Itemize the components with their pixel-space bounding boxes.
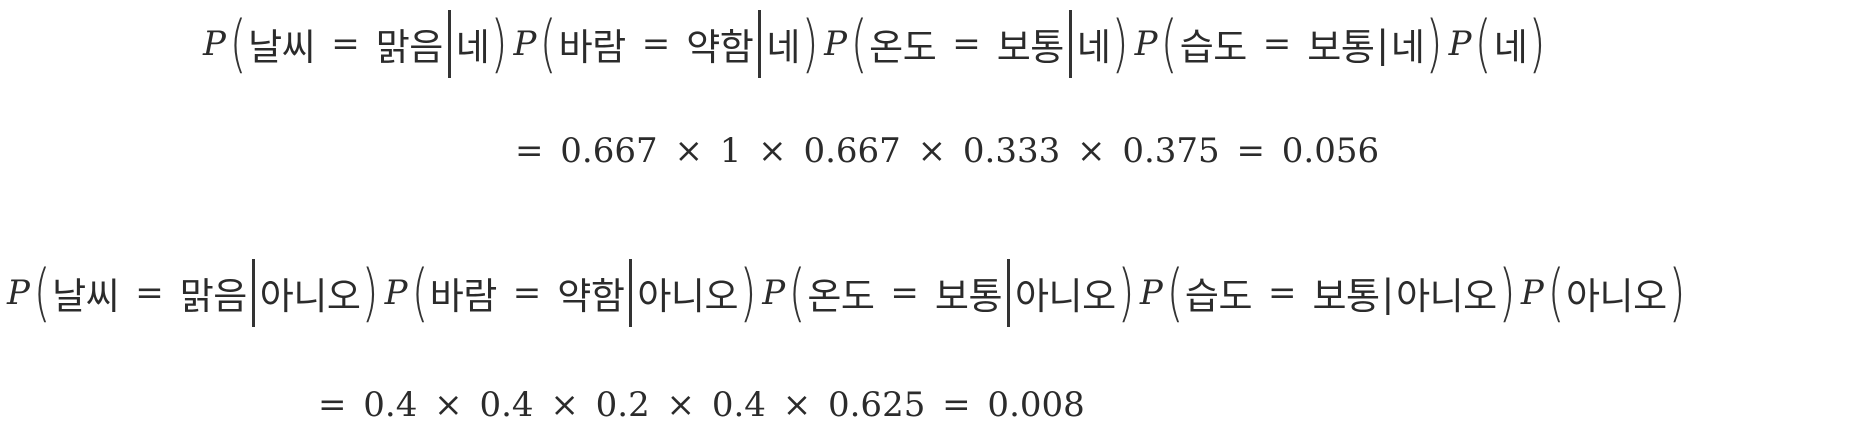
term-weather-no: P ( 날씨 = 맑음 아니오 ) xyxy=(7,259,381,327)
open-paren: ( xyxy=(788,256,806,329)
prob-symbol: P xyxy=(203,24,226,64)
close-paren: ) xyxy=(490,7,508,80)
var-name: 온도 xyxy=(869,26,937,69)
given-bar xyxy=(1007,259,1010,327)
var-name: 바람 xyxy=(558,26,627,69)
equals-sign: = xyxy=(331,24,360,64)
condition: 아니오 xyxy=(259,275,361,318)
condition: 네 xyxy=(1076,26,1111,69)
term-humidity-no: P ( 습도 = 보통 | 아니오 ) xyxy=(1140,262,1517,324)
var-value: 약함 xyxy=(686,26,754,69)
prob-symbol: P xyxy=(513,24,537,64)
var-name: 온도 xyxy=(807,275,875,318)
condition: 아니오 xyxy=(637,275,739,318)
var-name: 바람 xyxy=(429,275,498,318)
open-paren: ( xyxy=(33,256,51,329)
calculation-yes: = 0.667 × 1 × 0.667 × 0.333 × 0.375 = 0.… xyxy=(515,131,1380,171)
prob-symbol: P xyxy=(7,273,30,313)
given-bar xyxy=(251,259,255,327)
close-paren: ) xyxy=(739,256,757,329)
close-paren: ) xyxy=(362,256,379,329)
close-paren: ) xyxy=(1498,256,1516,329)
term-temp-yes: P ( 온도 = 보통 네 ) xyxy=(824,10,1131,78)
prior-value: 아니오 xyxy=(1566,275,1667,318)
prob-symbol: P xyxy=(1134,24,1158,64)
var-value: 맑음 xyxy=(179,275,248,318)
close-paren: ) xyxy=(1426,7,1443,80)
given-bar: | xyxy=(1381,271,1395,315)
given-bar xyxy=(629,259,633,327)
calculation-no: = 0.4 × 0.4 × 0.2 × 0.4 × 0.625 = 0.008 xyxy=(318,385,1085,425)
equals-sign: = xyxy=(135,273,164,313)
given-bar xyxy=(1068,10,1072,78)
formula-line-no: P ( 날씨 = 맑음 아니오 ) P ( 바람 = 약함 아니오 ) P ( … xyxy=(7,255,1691,331)
condition: 네 xyxy=(766,26,800,69)
open-paren: ( xyxy=(1166,256,1184,329)
formula-line-yes: P ( 날씨 = 맑음 네 ) P ( 바람 = 약함 네 ) P ( 온도 =… xyxy=(203,6,1551,82)
var-name: 날씨 xyxy=(248,26,316,69)
close-paren: ) xyxy=(1668,256,1686,329)
equals-sign: = xyxy=(1268,273,1297,313)
condition: 아니오 xyxy=(1015,275,1116,318)
term-prior-no: P ( 아니오 ) xyxy=(1521,262,1687,324)
given-bar: | xyxy=(1376,22,1389,66)
term-humidity-yes: P ( 습도 = 보통 | 네 ) xyxy=(1135,13,1445,75)
given-bar xyxy=(447,10,451,78)
prob-symbol: P xyxy=(824,24,847,64)
open-paren: ( xyxy=(540,7,557,80)
open-paren: ( xyxy=(1475,7,1493,80)
var-name: 습도 xyxy=(1184,275,1253,318)
open-paren: ( xyxy=(1161,7,1179,80)
equals-sign: = xyxy=(952,24,981,64)
var-value: 약함 xyxy=(557,275,625,318)
term-wind-no: P ( 바람 = 약함 아니오 ) xyxy=(385,259,759,327)
prob-symbol: P xyxy=(1139,273,1163,313)
term-wind-yes: P ( 바람 = 약함 네 ) xyxy=(514,10,821,78)
equals-sign: = xyxy=(512,273,542,313)
condition: 네 xyxy=(455,26,490,69)
var-value: 보통 xyxy=(934,275,1003,318)
given-bar xyxy=(758,10,762,78)
prob-symbol: P xyxy=(762,273,786,313)
open-paren: ( xyxy=(1547,256,1565,329)
close-paren: ) xyxy=(801,7,819,80)
prior-value: 네 xyxy=(1493,26,1528,69)
var-name: 날씨 xyxy=(52,275,120,318)
equals-sign: = xyxy=(890,273,919,313)
var-value: 보통 xyxy=(1307,26,1375,69)
open-paren: ( xyxy=(850,7,868,80)
var-value: 맑음 xyxy=(375,26,444,69)
term-temp-no: P ( 온도 = 보통 아니오 ) xyxy=(762,259,1136,327)
var-value: 보통 xyxy=(1312,275,1381,318)
term-weather-yes: P ( 날씨 = 맑음 네 ) xyxy=(203,10,510,78)
var-name: 습도 xyxy=(1179,26,1248,69)
equals-sign: = xyxy=(641,24,671,64)
open-paren: ( xyxy=(229,7,247,80)
condition: 아니오 xyxy=(1396,275,1497,318)
equals-sign: = xyxy=(1262,24,1292,64)
close-paren: ) xyxy=(1528,7,1546,80)
close-paren: ) xyxy=(1112,7,1129,80)
prob-symbol: P xyxy=(1520,273,1544,313)
var-value: 보통 xyxy=(996,26,1065,69)
condition: 네 xyxy=(1390,26,1425,69)
prob-symbol: P xyxy=(384,273,408,313)
open-paren: ( xyxy=(411,256,429,329)
close-paren: ) xyxy=(1117,256,1135,329)
term-prior-yes: P ( 네 ) xyxy=(1449,13,1548,75)
prob-symbol: P xyxy=(1448,24,1472,64)
